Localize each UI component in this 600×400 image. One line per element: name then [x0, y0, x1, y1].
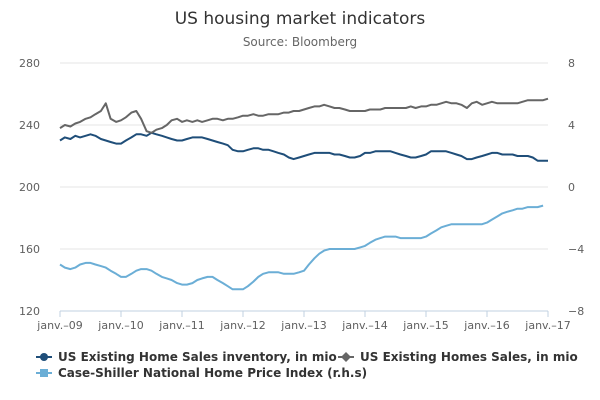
legend-item-1[interactable]: US Existing Homes Sales, in mio	[338, 350, 578, 364]
legend-label: Case-Shiller National Home Price Index (…	[58, 366, 367, 380]
legend-label: US Existing Home Sales inventory, in mio	[58, 350, 337, 364]
x-tick-label: janv.–15	[402, 319, 448, 332]
x-tick-label: janv.–17	[524, 319, 570, 332]
x-tick-label: janv.–14	[341, 319, 387, 332]
series-line-1	[59, 97, 549, 134]
y-left-tick-label: 280	[19, 57, 40, 70]
y-left-tick-label: 240	[19, 119, 40, 132]
chart-subtitle: Source: Bloomberg	[243, 35, 357, 49]
legend-marker	[341, 352, 351, 362]
y-right-tick-label: −4	[568, 243, 584, 256]
legend-marker	[40, 353, 48, 361]
x-tick-label: janv.–10	[97, 319, 143, 332]
x-tick-label: janv.–16	[463, 319, 509, 332]
y-right-tick-label: 4	[568, 119, 575, 132]
x-tick-label: janv.–13	[280, 319, 326, 332]
x-tick-label: janv.–12	[219, 319, 265, 332]
series-lines	[59, 97, 549, 291]
x-axis: janv.–09 janv.–10 janv.–11 janv.–12 janv.–13…	[36, 310, 571, 332]
y-left-tick-label: 200	[19, 181, 40, 194]
legend-marker	[40, 369, 48, 377]
x-tick-label: janv.–09	[36, 319, 82, 332]
legend-item-0[interactable]: US Existing Home Sales inventory, in mio	[36, 350, 337, 364]
y-left-tick-label: 160	[19, 243, 40, 256]
y-right-tick-label: 0	[568, 181, 575, 194]
legend[interactable]: US Existing Home Sales inventory, in mio…	[36, 350, 578, 380]
legend-item-2[interactable]: Case-Shiller National Home Price Index (…	[36, 366, 367, 380]
y-axis-left: 120 160 200 240 280	[19, 57, 40, 318]
y-axis-right: −8 −4 0 4 8	[568, 57, 584, 318]
series-line-2	[59, 204, 544, 291]
x-tick-label: janv.–11	[158, 319, 204, 332]
y-right-tick-label: −8	[568, 305, 584, 318]
y-right-tick-label: 8	[568, 57, 575, 70]
legend-label: US Existing Homes Sales, in mio	[360, 350, 578, 364]
chart-title: US housing market indicators	[175, 9, 426, 29]
series-line-0	[59, 131, 548, 162]
y-left-tick-label: 120	[19, 305, 40, 318]
